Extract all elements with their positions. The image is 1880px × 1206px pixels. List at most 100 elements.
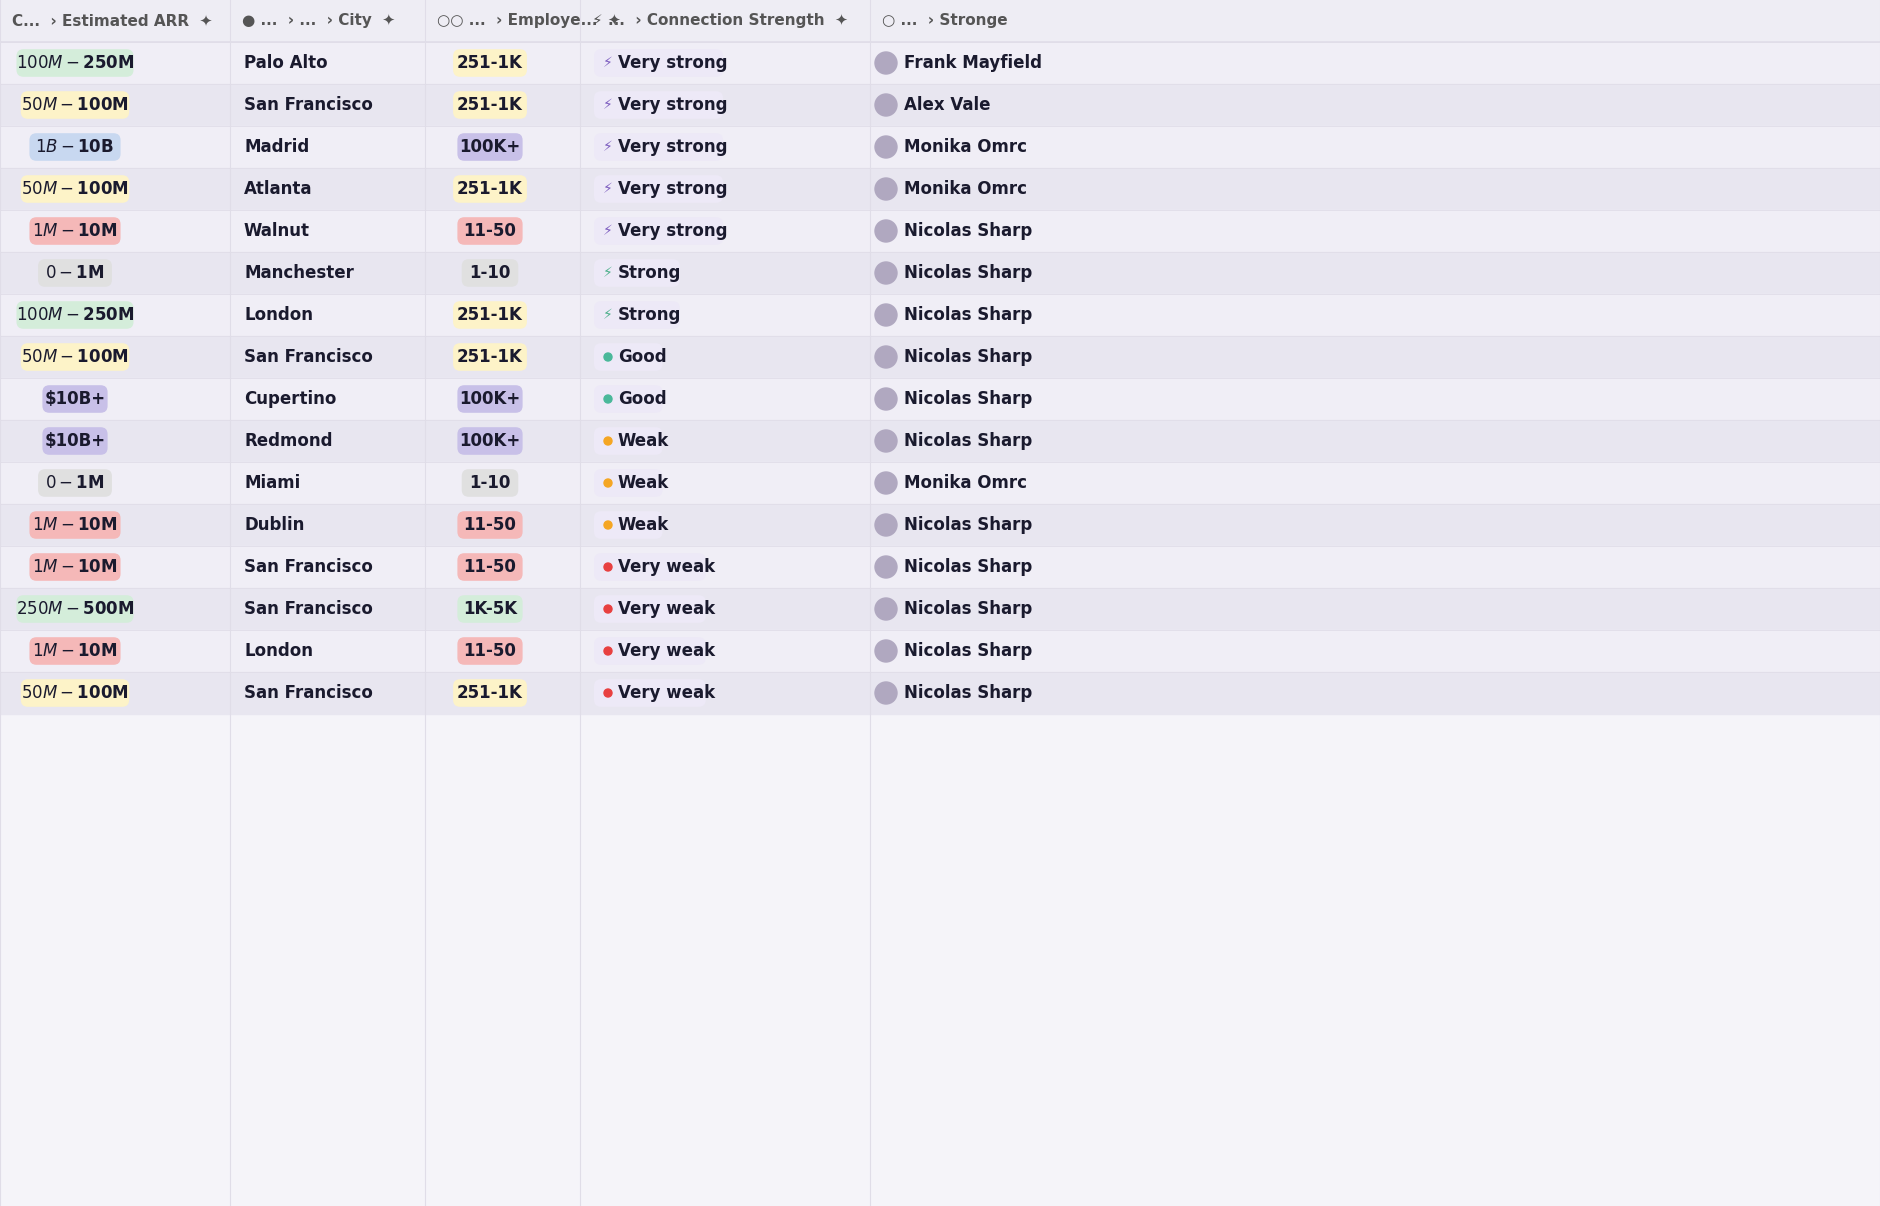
Text: 11-50: 11-50 — [464, 516, 517, 534]
FancyBboxPatch shape — [38, 469, 113, 497]
FancyBboxPatch shape — [457, 133, 523, 160]
Text: Very weak: Very weak — [619, 642, 714, 660]
Text: ⚡ ...  › Connection Strength  ✦: ⚡ ... › Connection Strength ✦ — [592, 13, 848, 29]
Bar — [0, 546, 1880, 589]
Text: Redmond: Redmond — [244, 432, 333, 450]
Circle shape — [603, 437, 613, 445]
FancyBboxPatch shape — [21, 175, 130, 203]
Circle shape — [874, 556, 897, 578]
Text: Miami: Miami — [244, 474, 301, 492]
FancyBboxPatch shape — [594, 554, 705, 581]
FancyBboxPatch shape — [594, 175, 724, 203]
Text: Weak: Weak — [619, 516, 669, 534]
Text: ⚡: ⚡ — [603, 224, 613, 238]
Text: $0-$1M: $0-$1M — [45, 264, 105, 282]
Text: Frank Mayfield: Frank Mayfield — [904, 54, 1042, 72]
Text: London: London — [244, 642, 312, 660]
Text: C...  › Estimated ARR  ✦: C... › Estimated ARR ✦ — [11, 13, 212, 29]
Bar — [0, 42, 1880, 84]
Bar — [0, 377, 1880, 420]
Text: Nicolas Sharp: Nicolas Sharp — [904, 390, 1032, 408]
Text: Weak: Weak — [619, 432, 669, 450]
Text: ○○ ...  › Employe...  ✦: ○○ ... › Employe... ✦ — [436, 13, 620, 29]
Text: ⚡: ⚡ — [603, 55, 613, 70]
FancyBboxPatch shape — [30, 637, 120, 665]
Bar — [0, 168, 1880, 210]
FancyBboxPatch shape — [21, 344, 130, 370]
FancyBboxPatch shape — [43, 427, 107, 455]
Text: Very strong: Very strong — [619, 54, 728, 72]
Text: 251-1K: 251-1K — [457, 54, 523, 72]
Text: Very strong: Very strong — [619, 96, 728, 115]
Text: Good: Good — [619, 349, 667, 365]
Text: Walnut: Walnut — [244, 222, 310, 240]
Text: 251-1K: 251-1K — [457, 349, 523, 365]
Circle shape — [874, 431, 897, 452]
FancyBboxPatch shape — [594, 385, 662, 412]
FancyBboxPatch shape — [457, 554, 523, 581]
FancyBboxPatch shape — [594, 596, 705, 622]
Text: ⚡: ⚡ — [603, 98, 613, 112]
Circle shape — [874, 136, 897, 158]
Circle shape — [874, 219, 897, 242]
Text: ○ ...  › Stronge: ○ ... › Stronge — [882, 13, 1008, 29]
Text: $10B+: $10B+ — [45, 390, 105, 408]
Text: San Francisco: San Francisco — [244, 96, 372, 115]
Text: Weak: Weak — [619, 474, 669, 492]
Text: $1M-$10M: $1M-$10M — [32, 516, 118, 534]
Text: $1B-$10B: $1B-$10B — [36, 137, 115, 156]
Text: $250M-$500M: $250M-$500M — [15, 601, 133, 617]
Text: 100K+: 100K+ — [459, 432, 521, 450]
Circle shape — [874, 683, 897, 704]
Text: Very strong: Very strong — [619, 137, 728, 156]
Text: 1-10: 1-10 — [470, 264, 511, 282]
FancyBboxPatch shape — [594, 92, 724, 119]
Text: San Francisco: San Francisco — [244, 601, 372, 617]
FancyBboxPatch shape — [30, 554, 120, 581]
FancyBboxPatch shape — [30, 511, 120, 539]
FancyBboxPatch shape — [594, 217, 724, 245]
Circle shape — [874, 514, 897, 535]
Text: Nicolas Sharp: Nicolas Sharp — [904, 264, 1032, 282]
FancyBboxPatch shape — [453, 344, 526, 370]
Text: Very weak: Very weak — [619, 601, 714, 617]
Text: Madrid: Madrid — [244, 137, 308, 156]
FancyBboxPatch shape — [457, 511, 523, 539]
Circle shape — [603, 563, 613, 570]
Text: Palo Alto: Palo Alto — [244, 54, 327, 72]
Text: Nicolas Sharp: Nicolas Sharp — [904, 601, 1032, 617]
Text: Manchester: Manchester — [244, 264, 353, 282]
Text: 100K+: 100K+ — [459, 390, 521, 408]
Bar — [0, 672, 1880, 714]
Bar — [0, 589, 1880, 630]
FancyBboxPatch shape — [30, 217, 120, 245]
Text: Very weak: Very weak — [619, 558, 714, 576]
Text: Monika Omrc: Monika Omrc — [904, 137, 1026, 156]
Text: Nicolas Sharp: Nicolas Sharp — [904, 222, 1032, 240]
Circle shape — [874, 262, 897, 283]
Text: London: London — [244, 306, 312, 324]
Text: $10B+: $10B+ — [45, 432, 105, 450]
Text: San Francisco: San Francisco — [244, 684, 372, 702]
Text: $50M-$100M: $50M-$100M — [21, 684, 130, 702]
Text: Nicolas Sharp: Nicolas Sharp — [904, 558, 1032, 576]
FancyBboxPatch shape — [457, 385, 523, 412]
Text: Monika Omrc: Monika Omrc — [904, 180, 1026, 198]
Text: Nicolas Sharp: Nicolas Sharp — [904, 349, 1032, 365]
FancyBboxPatch shape — [457, 217, 523, 245]
Text: $50M-$100M: $50M-$100M — [21, 180, 130, 198]
Bar — [0, 420, 1880, 462]
FancyBboxPatch shape — [17, 596, 133, 622]
Text: Monika Omrc: Monika Omrc — [904, 474, 1026, 492]
Text: Cupertino: Cupertino — [244, 390, 337, 408]
FancyBboxPatch shape — [594, 469, 662, 497]
Circle shape — [874, 52, 897, 74]
FancyBboxPatch shape — [21, 92, 130, 119]
Circle shape — [603, 479, 613, 487]
Text: Alex Vale: Alex Vale — [904, 96, 991, 115]
Text: 11-50: 11-50 — [464, 642, 517, 660]
Text: ⚡: ⚡ — [603, 182, 613, 197]
FancyBboxPatch shape — [453, 49, 526, 77]
Text: Nicolas Sharp: Nicolas Sharp — [904, 684, 1032, 702]
Text: Dublin: Dublin — [244, 516, 305, 534]
